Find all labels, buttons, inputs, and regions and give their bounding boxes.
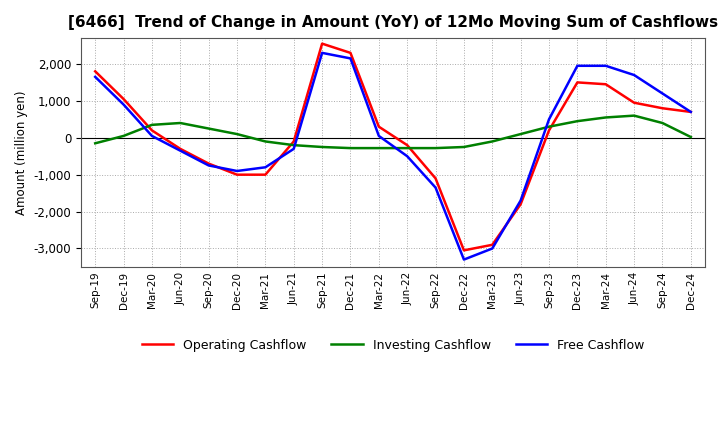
- Investing Cashflow: [658, 121, 667, 126]
- Investing Cashflow: [573, 118, 582, 124]
- Free Cashflow: [91, 74, 99, 80]
- Free Cashflow: [289, 146, 298, 151]
- Investing Cashflow: [516, 132, 525, 137]
- Y-axis label: Amount (million yen): Amount (million yen): [15, 90, 28, 215]
- Legend: Operating Cashflow, Investing Cashflow, Free Cashflow: Operating Cashflow, Investing Cashflow, …: [137, 334, 649, 357]
- Free Cashflow: [120, 102, 128, 107]
- Investing Cashflow: [374, 146, 383, 151]
- Free Cashflow: [658, 91, 667, 96]
- Investing Cashflow: [148, 122, 156, 128]
- Operating Cashflow: [318, 41, 326, 46]
- Operating Cashflow: [630, 100, 639, 105]
- Operating Cashflow: [233, 172, 241, 177]
- Free Cashflow: [233, 169, 241, 174]
- Operating Cashflow: [261, 172, 270, 177]
- Operating Cashflow: [431, 176, 440, 181]
- Free Cashflow: [261, 165, 270, 170]
- Operating Cashflow: [658, 106, 667, 111]
- Investing Cashflow: [233, 132, 241, 137]
- Operating Cashflow: [488, 242, 497, 247]
- Investing Cashflow: [459, 144, 468, 150]
- Investing Cashflow: [204, 126, 213, 131]
- Free Cashflow: [176, 148, 184, 153]
- Free Cashflow: [403, 154, 412, 159]
- Operating Cashflow: [204, 161, 213, 166]
- Free Cashflow: [573, 63, 582, 69]
- Investing Cashflow: [630, 113, 639, 118]
- Investing Cashflow: [545, 124, 554, 129]
- Operating Cashflow: [686, 109, 695, 114]
- Operating Cashflow: [601, 81, 610, 87]
- Free Cashflow: [148, 133, 156, 139]
- Operating Cashflow: [545, 128, 554, 133]
- Free Cashflow: [630, 73, 639, 78]
- Operating Cashflow: [573, 80, 582, 85]
- Operating Cashflow: [403, 143, 412, 148]
- Free Cashflow: [346, 56, 355, 61]
- Investing Cashflow: [289, 143, 298, 148]
- Line: Operating Cashflow: Operating Cashflow: [95, 44, 690, 250]
- Operating Cashflow: [374, 124, 383, 129]
- Line: Free Cashflow: Free Cashflow: [95, 53, 690, 260]
- Operating Cashflow: [91, 69, 99, 74]
- Investing Cashflow: [120, 133, 128, 139]
- Investing Cashflow: [601, 115, 610, 120]
- Investing Cashflow: [488, 139, 497, 144]
- Operating Cashflow: [289, 139, 298, 144]
- Free Cashflow: [431, 185, 440, 190]
- Free Cashflow: [204, 163, 213, 168]
- Investing Cashflow: [91, 141, 99, 146]
- Free Cashflow: [459, 257, 468, 262]
- Investing Cashflow: [403, 146, 412, 151]
- Title: [6466]  Trend of Change in Amount (YoY) of 12Mo Moving Sum of Cashflows: [6466] Trend of Change in Amount (YoY) o…: [68, 15, 718, 30]
- Operating Cashflow: [176, 146, 184, 151]
- Free Cashflow: [318, 50, 326, 55]
- Operating Cashflow: [516, 202, 525, 207]
- Free Cashflow: [601, 63, 610, 69]
- Operating Cashflow: [459, 248, 468, 253]
- Operating Cashflow: [346, 50, 355, 55]
- Investing Cashflow: [431, 146, 440, 151]
- Free Cashflow: [516, 198, 525, 203]
- Free Cashflow: [686, 109, 695, 114]
- Free Cashflow: [488, 246, 497, 251]
- Free Cashflow: [545, 117, 554, 122]
- Line: Investing Cashflow: Investing Cashflow: [95, 116, 690, 148]
- Operating Cashflow: [148, 128, 156, 133]
- Investing Cashflow: [318, 144, 326, 150]
- Investing Cashflow: [686, 134, 695, 139]
- Investing Cashflow: [261, 139, 270, 144]
- Operating Cashflow: [120, 96, 128, 102]
- Free Cashflow: [374, 133, 383, 139]
- Investing Cashflow: [346, 146, 355, 151]
- Investing Cashflow: [176, 121, 184, 126]
